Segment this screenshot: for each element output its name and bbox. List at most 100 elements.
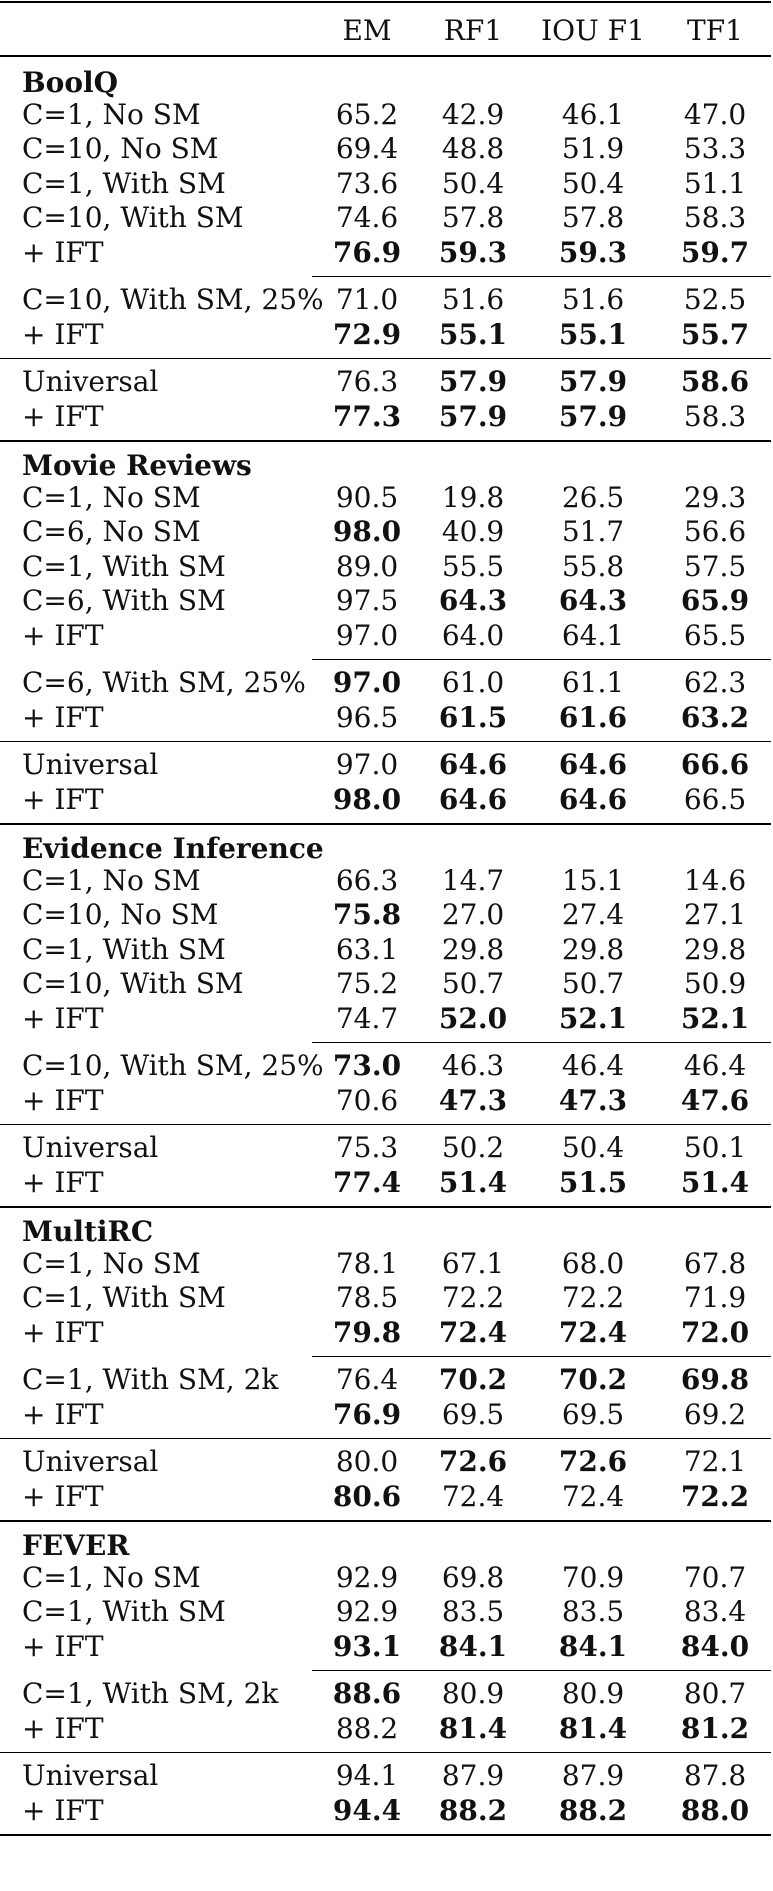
section-rule — [0, 1834, 771, 1836]
table-cell: 61.1 — [561, 666, 625, 699]
table-cell: 72.2 — [441, 1281, 505, 1314]
table-cell: 69.5 — [561, 1397, 625, 1431]
table-cell: 58.3 — [683, 201, 747, 234]
column-header: RF1 — [443, 14, 503, 47]
table-cell: 66.6 — [680, 748, 750, 781]
row-label: + IFT — [22, 782, 104, 816]
table-cell: 55.1 — [438, 317, 508, 351]
column-header: EM — [342, 14, 392, 47]
table-cell: 59.3 — [558, 235, 628, 269]
table-cell: 69.2 — [683, 1397, 747, 1431]
table-cell: 88.2 — [438, 1793, 508, 1827]
table-cell: 81.4 — [438, 1711, 508, 1745]
table-cell: 29.3 — [683, 480, 747, 514]
table-cell: 55.7 — [680, 317, 750, 351]
row-label: + IFT — [22, 1001, 104, 1035]
table-cell: 51.5 — [558, 1165, 628, 1199]
table-cell: 87.9 — [561, 1759, 625, 1792]
row-label: C=1, No SM — [22, 863, 201, 897]
column-header: TF1 — [687, 14, 743, 47]
table-cell: 64.6 — [438, 782, 508, 816]
row-label: C=1, With SM — [22, 1595, 226, 1628]
table-cell: 69.4 — [335, 132, 399, 165]
row-label: + IFT — [22, 1711, 104, 1745]
table-cell: 65.5 — [683, 618, 747, 652]
table-cell: 47.3 — [558, 1083, 628, 1117]
section-rule — [0, 1520, 771, 1522]
row-label: C=1, No SM — [22, 97, 201, 131]
row-label: C=1, With SM, 2k — [22, 1363, 279, 1396]
row-label: Universal — [22, 1445, 159, 1478]
group-rule — [312, 1670, 771, 1671]
table-cell: 53.3 — [683, 132, 747, 165]
group-rule — [0, 1438, 771, 1439]
table-cell: 52.1 — [680, 1001, 750, 1035]
table-cell: 50.7 — [561, 967, 625, 1000]
table-cell: 52.1 — [558, 1001, 628, 1035]
table-cell: 76.9 — [332, 235, 402, 269]
table-cell: 70.9 — [561, 1560, 625, 1594]
table-cell: 47.3 — [438, 1083, 508, 1117]
table-cell: 84.1 — [558, 1629, 628, 1663]
table-cell: 75.2 — [335, 967, 399, 1000]
table-cell: 67.1 — [441, 1246, 505, 1280]
table-cell: 61.6 — [558, 700, 628, 734]
table-cell: 73.6 — [335, 166, 399, 200]
table-cell: 97.0 — [332, 666, 402, 699]
section-rule — [0, 823, 771, 825]
table-cell: 64.3 — [438, 584, 508, 617]
table-cell: 72.6 — [438, 1445, 508, 1478]
table-cell: 46.4 — [683, 1049, 747, 1082]
table-cell: 70.2 — [438, 1363, 508, 1396]
row-label: C=10, With SM, 25% — [22, 1049, 324, 1082]
table-cell: 94.4 — [332, 1793, 402, 1827]
row-label: C=1, With SM — [22, 932, 226, 966]
row-label: C=1, With SM, 2k — [22, 1677, 279, 1710]
table-cell: 79.8 — [332, 1315, 402, 1349]
table-cell: 66.5 — [683, 782, 747, 816]
table-cell: 64.6 — [558, 748, 628, 781]
table-cell: 83.5 — [561, 1595, 625, 1628]
table-cell: 77.3 — [332, 399, 402, 433]
table-cell: 64.3 — [558, 584, 628, 617]
row-label: + IFT — [22, 399, 104, 433]
section-title: Evidence Inference — [22, 832, 324, 865]
table-cell: 94.1 — [335, 1759, 399, 1792]
table-cell: 50.4 — [561, 1131, 625, 1164]
table-cell: 88.2 — [558, 1793, 628, 1827]
table-cell: 80.0 — [335, 1445, 399, 1478]
group-rule — [312, 1042, 771, 1043]
table-cell: 65.9 — [680, 584, 750, 617]
row-label: C=1, With SM — [22, 166, 226, 200]
table-cell: 15.1 — [561, 863, 625, 897]
table-cell: 88.0 — [680, 1793, 750, 1827]
table-cell: 73.0 — [332, 1049, 402, 1082]
row-label: + IFT — [22, 618, 104, 652]
table-cell: 56.6 — [683, 515, 747, 548]
table-cell: 71.0 — [335, 283, 399, 316]
row-label: + IFT — [22, 1315, 104, 1349]
table-cell: 64.0 — [441, 618, 505, 652]
row-label: C=6, With SM — [22, 584, 226, 617]
table-cell: 76.4 — [335, 1363, 399, 1396]
table-cell: 52.5 — [683, 283, 747, 316]
table-cell: 47.0 — [683, 97, 747, 131]
group-rule — [0, 1752, 771, 1753]
row-label: C=10, No SM — [22, 132, 219, 165]
table-cell: 27.4 — [561, 898, 625, 931]
section-rule — [0, 1206, 771, 1208]
table-cell: 51.4 — [438, 1165, 508, 1199]
group-rule — [312, 1356, 771, 1357]
table-cell: 78.1 — [335, 1246, 399, 1280]
table-cell: 72.4 — [441, 1479, 505, 1513]
table-cell: 51.4 — [680, 1165, 750, 1199]
table-cell: 29.8 — [561, 932, 625, 966]
row-label: C=1, With SM — [22, 549, 226, 583]
table-cell: 93.1 — [332, 1629, 402, 1663]
table-cell: 55.1 — [558, 317, 628, 351]
table-cell: 63.1 — [335, 932, 399, 966]
table-cell: 51.1 — [683, 166, 747, 200]
table-cell: 51.6 — [561, 283, 625, 316]
table-cell: 90.5 — [335, 480, 399, 514]
